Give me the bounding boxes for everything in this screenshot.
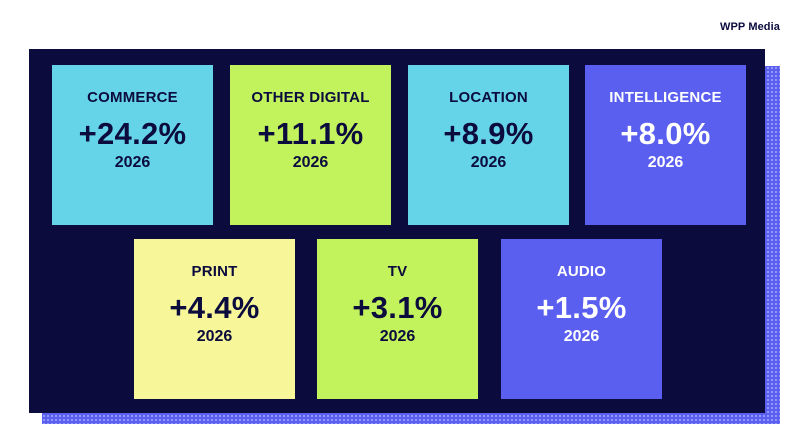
tile-value: +4.4% bbox=[169, 290, 260, 325]
growth-panel: COMMERCE +24.2% 2026 OTHER DIGITAL +11.1… bbox=[29, 49, 765, 413]
tile-label: TV bbox=[387, 263, 408, 280]
tile-value: +3.1% bbox=[352, 290, 443, 325]
tile-value: +8.9% bbox=[443, 116, 534, 151]
tile-year: 2026 bbox=[379, 328, 416, 345]
tile-label: INTELLIGENCE bbox=[609, 89, 722, 106]
tile-year: 2026 bbox=[647, 154, 684, 171]
tile-value: +8.0% bbox=[620, 116, 711, 151]
tile-other-digital: OTHER DIGITAL +11.1% 2026 bbox=[230, 65, 391, 225]
tile-year: 2026 bbox=[196, 328, 233, 345]
tile-year: 2026 bbox=[470, 154, 507, 171]
tile-year: 2026 bbox=[563, 328, 600, 345]
tile-value: +1.5% bbox=[536, 290, 627, 325]
tile-value: +24.2% bbox=[78, 116, 187, 151]
tile-location: LOCATION +8.9% 2026 bbox=[408, 65, 569, 225]
tile-audio: AUDIO +1.5% 2026 bbox=[501, 239, 662, 399]
tile-label: OTHER DIGITAL bbox=[251, 89, 370, 106]
tile-commerce: COMMERCE +24.2% 2026 bbox=[52, 65, 213, 225]
tile-year: 2026 bbox=[114, 154, 151, 171]
tile-value: +11.1% bbox=[257, 116, 364, 151]
tile-label: PRINT bbox=[191, 263, 238, 280]
tile-label: AUDIO bbox=[556, 263, 607, 280]
tile-intelligence: INTELLIGENCE +8.0% 2026 bbox=[585, 65, 746, 225]
tile-label: LOCATION bbox=[449, 89, 528, 106]
tile-print: PRINT +4.4% 2026 bbox=[134, 239, 295, 399]
tile-label: COMMERCE bbox=[87, 89, 178, 106]
tile-year: 2026 bbox=[292, 154, 329, 171]
tile-tv: TV +3.1% 2026 bbox=[317, 239, 478, 399]
brand-logo: WPP Media bbox=[720, 21, 780, 33]
